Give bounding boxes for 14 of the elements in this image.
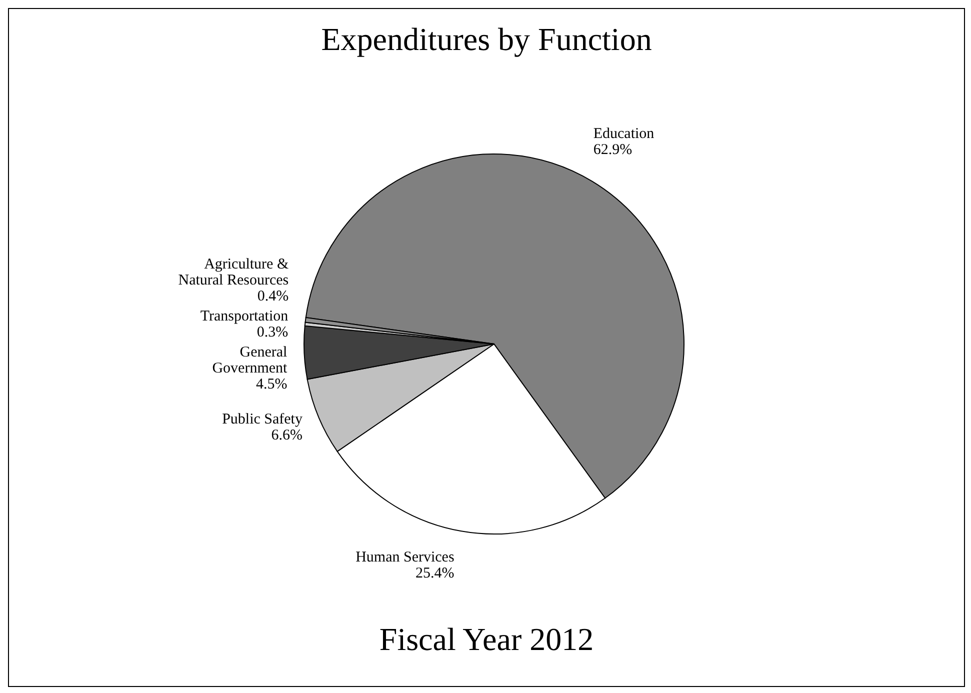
data-label: 0.3% [256, 324, 288, 341]
data-label: 0.4% [257, 288, 289, 305]
slice-label: Public Safety [222, 411, 303, 428]
chart-title: Expenditures by Function [320, 21, 653, 58]
slice-label: Transportation [200, 308, 289, 325]
data-label: 25.4% [416, 566, 454, 582]
data-label: 4.5% [256, 376, 288, 393]
slice-label: Human Services [356, 550, 454, 566]
slice-label: General Government [212, 344, 288, 377]
data-label: 6.6% [271, 427, 302, 444]
slice-label: Education [593, 126, 655, 142]
text: Fiscal Year 2012 [378, 621, 595, 658]
slice-label: Agriculture & Natural Resources [178, 256, 289, 289]
data-label: 62.9% [593, 142, 632, 158]
